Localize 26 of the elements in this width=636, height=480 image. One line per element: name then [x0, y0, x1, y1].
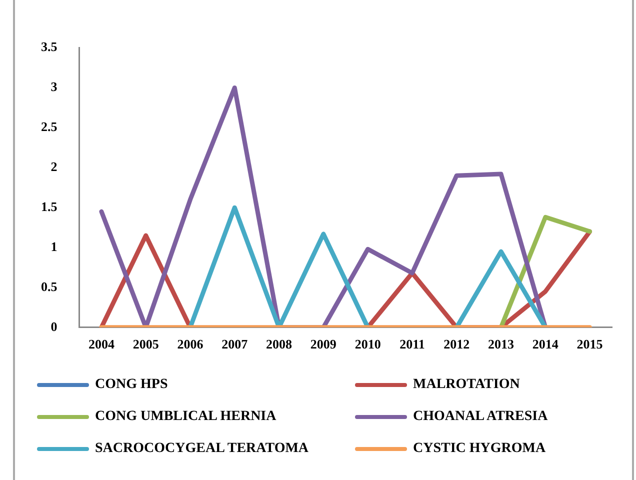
x-tick-label: 2004: [88, 336, 115, 352]
legend-label: MALROTATION: [413, 377, 520, 393]
y-tick-label: 3.5: [41, 39, 58, 54]
x-tick-label: 2010: [354, 336, 381, 352]
legend-label: CHOANAL ATRESIA: [413, 409, 548, 425]
y-tick-label: 2.5: [41, 119, 58, 134]
legend-label: CONG UMBLICAL HERNIA: [95, 409, 276, 425]
y-tick-label: 3: [50, 79, 58, 94]
x-tick-label: 2014: [532, 336, 559, 352]
y-tick-label: 2: [50, 158, 58, 174]
x-tick-label: 2005: [132, 336, 160, 352]
x-tick-label: 2009: [310, 336, 337, 352]
y-tick-label: 0: [50, 318, 58, 334]
y-tick-label: 0.5: [41, 278, 58, 294]
x-tick-label: 2006: [177, 336, 204, 352]
x-tick-label: 2013: [488, 336, 515, 352]
x-tick-label: 2012: [444, 336, 470, 352]
x-tick-label: 2011: [400, 336, 425, 352]
y-tick-label: 1: [50, 238, 58, 254]
legend-label: CYSTIC HYGROMA: [413, 441, 546, 457]
legend-label: SACROCOCYGEAL TERATOMA: [95, 441, 309, 457]
x-tick-label: 2008: [266, 336, 293, 352]
y-tick-label: 1.5: [41, 198, 58, 214]
legend-label: CONG HPS: [95, 377, 168, 393]
x-tick-label: 2007: [222, 336, 248, 352]
x-tick-label: 2015: [576, 336, 604, 352]
